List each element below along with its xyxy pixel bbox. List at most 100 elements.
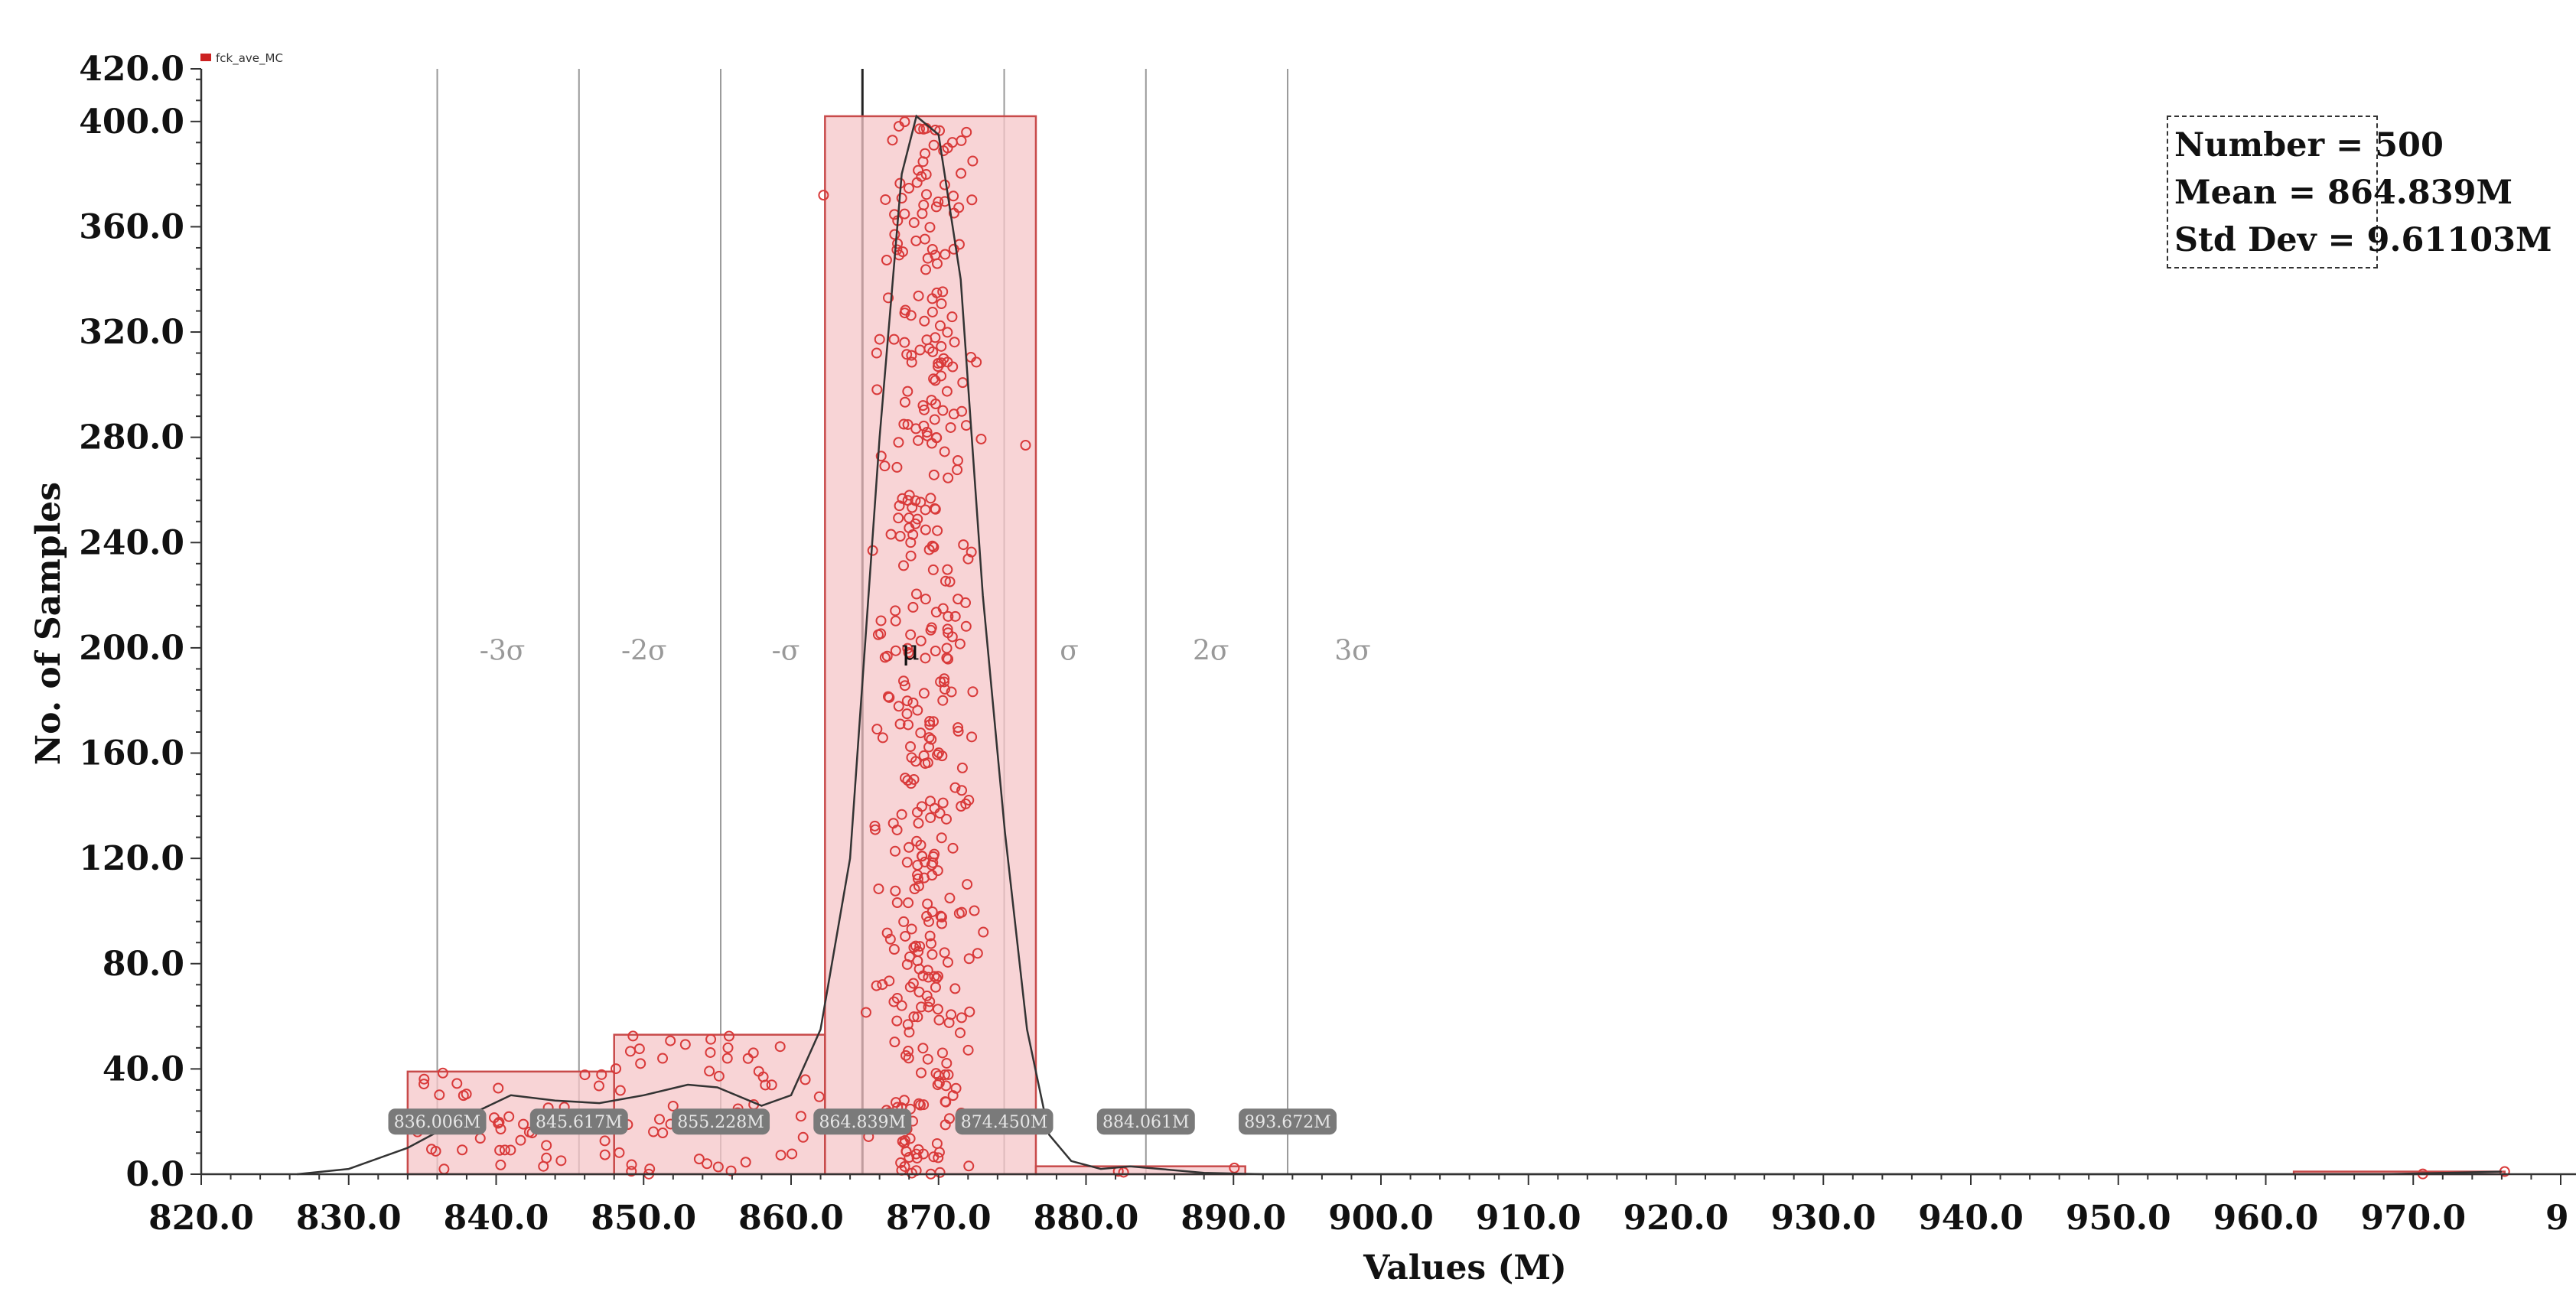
- sigma-label: σ: [1060, 635, 1079, 666]
- sample-point: [967, 155, 979, 167]
- sample-point: [614, 1085, 626, 1096]
- y-tick-label: 200.0: [79, 629, 184, 668]
- stats-number: Number = 500: [2174, 126, 2444, 164]
- sample-point: [953, 908, 965, 919]
- sample-point: [953, 722, 964, 734]
- sample-point: [888, 996, 900, 1007]
- sample-point: [923, 732, 935, 744]
- sample-point: [912, 955, 923, 966]
- sample-point: [871, 980, 882, 991]
- sample-point: [944, 893, 956, 904]
- histogram-bar: [613, 1033, 826, 1176]
- sample-point: [934, 320, 946, 331]
- sigma-tag-background: [813, 1108, 912, 1135]
- sample-point: [904, 648, 916, 659]
- sample-point: [941, 1057, 953, 1069]
- sample-point: [900, 773, 911, 784]
- sample-point: [918, 404, 930, 415]
- x-tick-label: 940.0: [1918, 1199, 2024, 1238]
- sample-point: [949, 983, 961, 994]
- sample-point: [915, 839, 927, 851]
- sample-point: [942, 564, 953, 575]
- sample-point: [902, 418, 913, 430]
- sample-point: [766, 1079, 777, 1091]
- sample-point: [939, 947, 950, 958]
- x-tick-label: 870.0: [886, 1199, 992, 1238]
- sigma-labels: -3σ -2σ -σ μ σ 2σ 3σ: [480, 635, 1371, 666]
- sample-point: [894, 718, 906, 730]
- sample-point: [884, 692, 895, 703]
- sample-point: [890, 845, 901, 857]
- sample-point: [936, 911, 947, 923]
- sample-point: [907, 601, 919, 613]
- sample-point: [928, 373, 940, 385]
- sample-point: [877, 732, 888, 744]
- sample-point: [928, 139, 940, 151]
- sample-point: [962, 879, 973, 890]
- sample-point: [936, 1047, 948, 1059]
- sample-point: [940, 575, 951, 587]
- sample-point: [891, 897, 903, 908]
- sample-point: [938, 676, 949, 688]
- sample-point: [929, 802, 940, 814]
- sample-point: [909, 884, 920, 895]
- sample-point: [918, 123, 930, 135]
- sample-point: [908, 217, 920, 229]
- sample-point: [967, 686, 979, 698]
- sigma-label: -2σ: [621, 635, 667, 666]
- sample-point: [929, 503, 940, 514]
- sample-point: [418, 1073, 430, 1085]
- sample-point: [633, 1043, 645, 1055]
- sigma-label: 2σ: [1193, 635, 1229, 666]
- sample-point: [902, 386, 913, 397]
- x-tick-label: 930.0: [1770, 1199, 1876, 1238]
- sample-point: [910, 235, 922, 246]
- sample-point: [939, 673, 950, 685]
- sample-point: [923, 916, 934, 927]
- sample-point: [927, 540, 938, 552]
- sample-point: [883, 292, 894, 304]
- sample-point: [890, 885, 901, 897]
- sample-point: [950, 1082, 962, 1094]
- sample-point: [926, 734, 937, 745]
- sample-point: [906, 923, 917, 935]
- sample-point: [899, 680, 910, 692]
- sample-point: [457, 1144, 468, 1156]
- sample-point: [907, 697, 919, 708]
- sample-point: [931, 972, 943, 984]
- sample-point: [942, 356, 953, 368]
- sample-point: [875, 451, 887, 462]
- sample-point: [895, 1157, 907, 1169]
- sample-point: [912, 869, 923, 880]
- y-tick-label: 420.0: [79, 50, 184, 89]
- y-tick-label: 320.0: [79, 313, 184, 352]
- density-curve: [297, 114, 2502, 1176]
- sample-point: [942, 956, 953, 968]
- y-tick-label: 280.0: [79, 418, 184, 457]
- sample-point: [924, 996, 936, 1007]
- sigma-tag-background: [529, 1108, 628, 1135]
- sample-point: [930, 1068, 942, 1079]
- sample-point: [908, 942, 920, 953]
- sample-point: [913, 986, 925, 997]
- sample-point: [946, 137, 958, 148]
- sample-point: [948, 408, 959, 420]
- sigma-value-tags: 836.006M 845.617M 855.228M 864.839M 874.450M…: [388, 1108, 1337, 1135]
- x-tick-label: 960.0: [2213, 1199, 2319, 1238]
- sample-point: [956, 1012, 967, 1024]
- sample-point: [931, 258, 943, 269]
- sample-point: [922, 430, 933, 441]
- sample-point: [936, 750, 948, 762]
- sample-point: [949, 337, 960, 348]
- x-tick-label: 970.0: [2360, 1199, 2466, 1238]
- sample-point: [913, 818, 924, 829]
- sample-point: [786, 1148, 798, 1160]
- sample-point: [937, 797, 949, 809]
- sigma-tag-background: [1239, 1108, 1337, 1135]
- y-axis-label: No. of Samples: [29, 482, 68, 765]
- sample-point: [495, 1159, 506, 1170]
- sigma-tag-background: [388, 1108, 487, 1135]
- sample-point: [936, 298, 947, 310]
- sample-point: [599, 1149, 611, 1160]
- sample-point: [933, 1077, 945, 1089]
